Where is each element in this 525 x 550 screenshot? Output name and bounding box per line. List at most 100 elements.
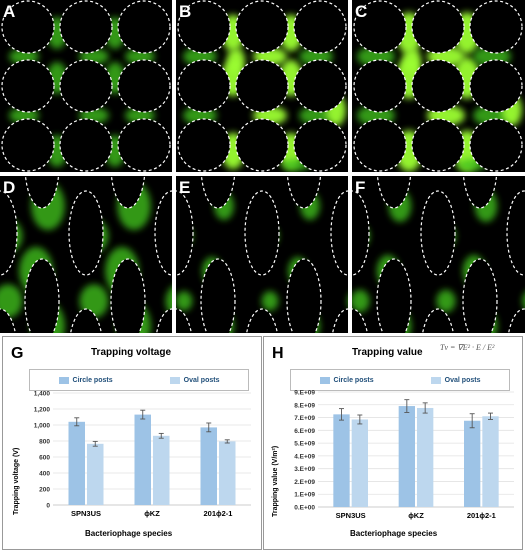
- post-oval-outline: [244, 190, 280, 276]
- post-oval-fill: [332, 309, 348, 333]
- post-oval-fill: [201, 176, 235, 208]
- bar-circle: [68, 421, 85, 505]
- post-oval-fill: [69, 191, 103, 275]
- post-oval-outline: [70, 308, 102, 333]
- fluorescence-blob: [227, 48, 245, 72]
- panel-e: E: [176, 176, 348, 333]
- post-oval-fill: [155, 191, 172, 275]
- post-circle-outline: [1, 59, 55, 113]
- y-tick-label: 9.E+09: [294, 390, 315, 397]
- micrograph-e: [176, 176, 348, 333]
- post-oval-fill: [246, 309, 278, 333]
- y-tick-label: 8.E+09: [294, 402, 315, 409]
- post-oval-outline: [462, 258, 498, 333]
- chart-title-h: Trapping value: [352, 347, 423, 358]
- bar-circle: [200, 427, 217, 505]
- post-oval-outline: [24, 258, 60, 333]
- post-oval-fill: [156, 309, 172, 333]
- circle-swatch: [58, 376, 69, 384]
- fluorescence-blob: [165, 287, 172, 315]
- panel-b: B: [176, 0, 348, 172]
- panel-c: C: [352, 0, 525, 172]
- micrograph-a: [1, 0, 171, 172]
- post-circle-fill: [236, 119, 288, 171]
- post-circle-fill: [412, 1, 464, 53]
- post-circle-fill: [118, 1, 170, 53]
- y-tick-label: 2.E+09: [294, 479, 315, 486]
- post-oval-fill: [245, 191, 279, 275]
- post-oval-fill: [377, 176, 411, 208]
- y-tick-label: 400: [39, 471, 50, 478]
- post-oval-fill: [331, 191, 348, 275]
- y-tick-label: 1,400: [34, 391, 51, 398]
- post-oval-fill: [377, 259, 411, 333]
- post-circle-fill: [118, 60, 170, 112]
- bar-circle: [134, 414, 151, 505]
- y-axis-label-g: Trapping voltage (V): [13, 447, 20, 515]
- post-oval-fill: [507, 191, 525, 275]
- y-axis-label-h: Trapping value (V/m²): [272, 445, 279, 517]
- post-circle-outline: [117, 118, 171, 172]
- post-circle-outline: [353, 59, 407, 113]
- panel-label-d: D: [3, 178, 16, 197]
- post-oval-fill: [25, 259, 59, 333]
- post-oval-fill: [508, 309, 525, 333]
- post-oval-outline: [506, 190, 525, 276]
- post-oval-fill: [25, 176, 59, 208]
- y-tick-label: 0: [46, 503, 50, 510]
- fluorescence-blob: [436, 289, 456, 313]
- post-circle-fill: [236, 1, 288, 53]
- post-oval-fill: [352, 309, 368, 333]
- panel-label-a: A: [3, 2, 16, 21]
- panel-label-h: H: [272, 345, 284, 362]
- post-circle-fill: [470, 1, 522, 53]
- post-circle-outline: [235, 0, 289, 54]
- bar-chart-h: 0.E+00 1.E+09 2.E+09 3.E+09 4.E+09 5.E+09 6.E+…: [294, 390, 514, 520]
- y-tick-label: 600: [39, 455, 50, 462]
- micrograph-c: [353, 0, 523, 172]
- panel-a: A: [0, 0, 172, 172]
- post-circle-outline: [235, 118, 289, 172]
- post-circle-fill: [60, 1, 112, 53]
- post-circle-outline: [293, 118, 347, 172]
- post-circle-outline: [293, 59, 347, 113]
- fluorescence-blob: [261, 291, 279, 311]
- micrograph-b: [177, 0, 347, 172]
- post-oval-outline: [246, 308, 278, 333]
- post-oval-outline: [0, 190, 18, 276]
- fluorescence-blob: [0, 284, 23, 318]
- panel-label-b: B: [179, 2, 192, 21]
- y-tick-label: 800: [39, 439, 50, 446]
- x-tick-label: SPN3US: [71, 509, 101, 518]
- post-circle-outline: [353, 118, 407, 172]
- bar-circle: [464, 420, 481, 507]
- legend-item-circle: Circle posts: [58, 376, 113, 384]
- circle-swatch: [319, 376, 330, 384]
- legend-item-oval: Oval posts: [169, 376, 219, 384]
- x-tick-label: ϕKZ: [408, 511, 424, 520]
- post-circle-outline: [117, 0, 171, 54]
- post-circle-fill: [470, 60, 522, 112]
- y-tick-label: 200: [39, 487, 50, 494]
- x-tick-label: 201ϕ2-1: [467, 511, 496, 520]
- post-circle-fill: [178, 1, 230, 53]
- post-oval-fill: [352, 191, 369, 275]
- post-oval-fill: [70, 309, 102, 333]
- panel-d: D: [0, 176, 172, 333]
- post-circle-fill: [2, 60, 54, 112]
- post-circle-outline: [177, 0, 231, 54]
- post-circle-fill: [412, 60, 464, 112]
- post-circle-outline: [59, 59, 113, 113]
- x-tick-label: ϕKZ: [144, 509, 160, 518]
- post-oval-fill: [0, 191, 17, 275]
- panel-label-g: G: [11, 345, 24, 362]
- post-circle-outline: [411, 59, 465, 113]
- bar-oval: [153, 435, 170, 505]
- bar-oval: [417, 407, 434, 507]
- x-tick-label: SPN3US: [336, 511, 366, 520]
- bar-circle: [398, 406, 415, 507]
- post-circle-fill: [2, 119, 54, 171]
- bar-oval: [351, 419, 368, 507]
- micrograph-d: [0, 176, 172, 333]
- post-circle-outline: [177, 59, 231, 113]
